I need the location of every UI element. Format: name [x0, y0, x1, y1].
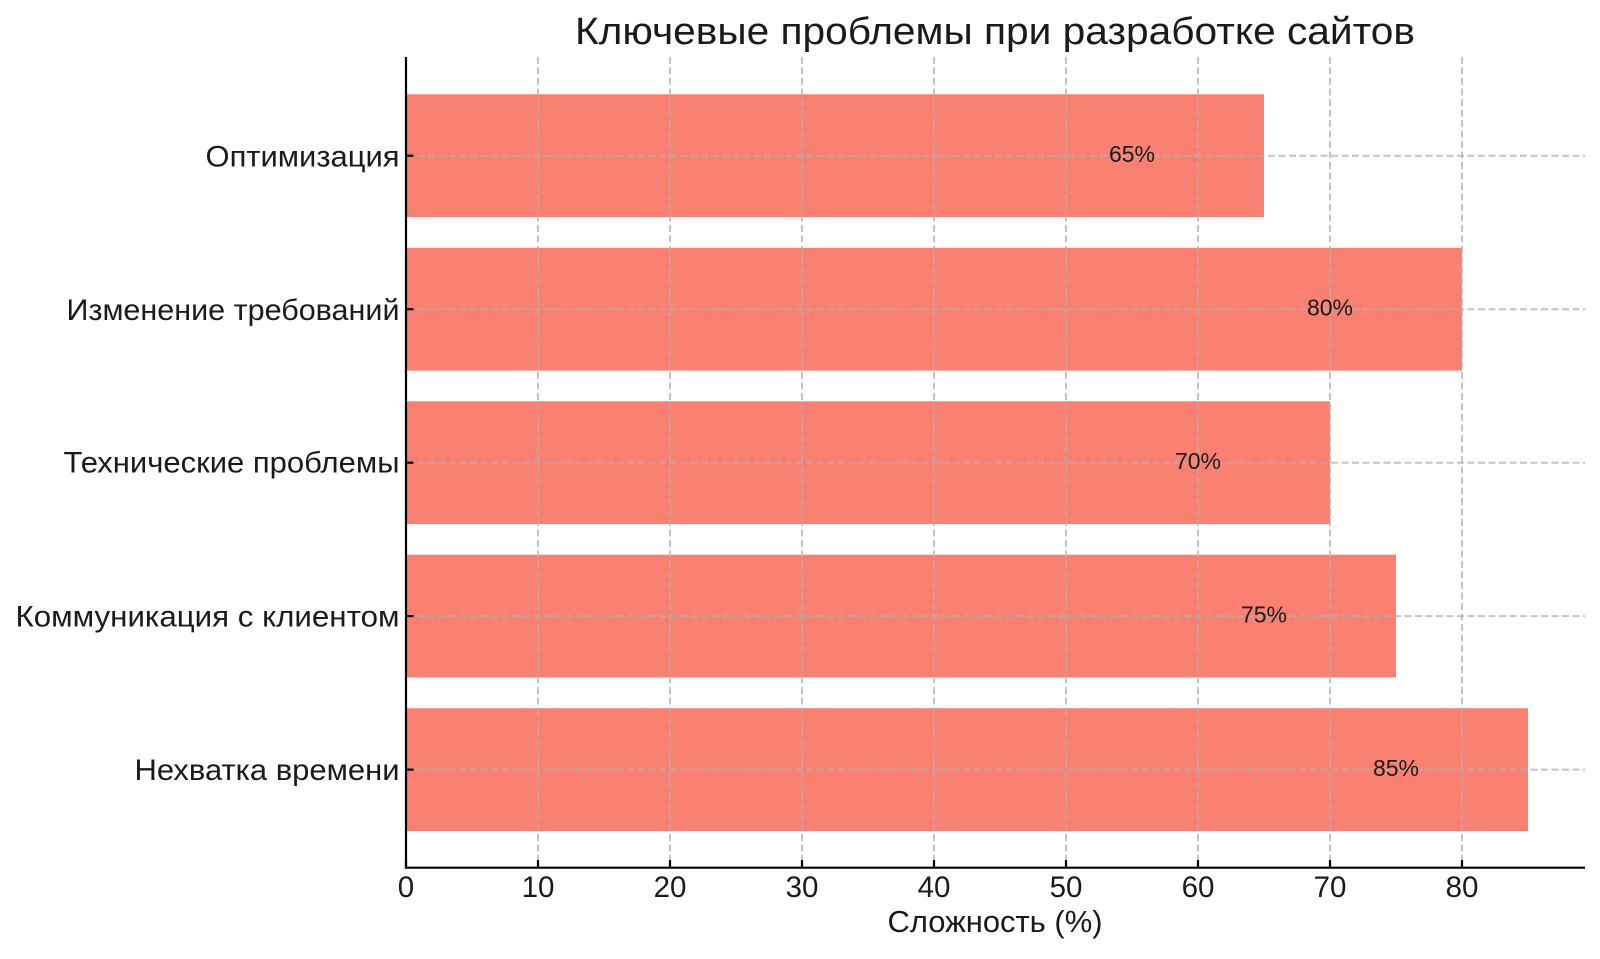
svg-text:Технические проблемы: Технические проблемы: [64, 447, 400, 480]
svg-text:85%: 85%: [1373, 755, 1419, 781]
svg-text:Сложность (%): Сложность (%): [888, 905, 1103, 939]
svg-text:65%: 65%: [1109, 141, 1155, 167]
svg-text:Оптимизация: Оптимизация: [206, 141, 400, 174]
svg-text:0: 0: [398, 871, 414, 904]
svg-text:Изменение требований: Изменение требований: [67, 294, 400, 327]
svg-text:40: 40: [918, 871, 951, 904]
svg-text:80: 80: [1446, 871, 1479, 904]
svg-text:80%: 80%: [1307, 294, 1353, 320]
svg-text:50: 50: [1050, 871, 1083, 904]
svg-text:Нехватка времени: Нехватка времени: [135, 754, 400, 787]
svg-text:70%: 70%: [1175, 448, 1221, 474]
svg-text:Ключевые проблемы при разработ: Ключевые проблемы при разработке сайтов: [575, 11, 1415, 53]
svg-text:10: 10: [522, 871, 555, 904]
svg-text:30: 30: [786, 871, 819, 904]
svg-text:75%: 75%: [1241, 601, 1287, 627]
svg-text:20: 20: [654, 871, 687, 904]
svg-text:70: 70: [1314, 871, 1347, 904]
svg-text:Коммуникация с клиентом: Коммуникация с клиентом: [16, 600, 400, 633]
svg-text:60: 60: [1182, 871, 1215, 904]
